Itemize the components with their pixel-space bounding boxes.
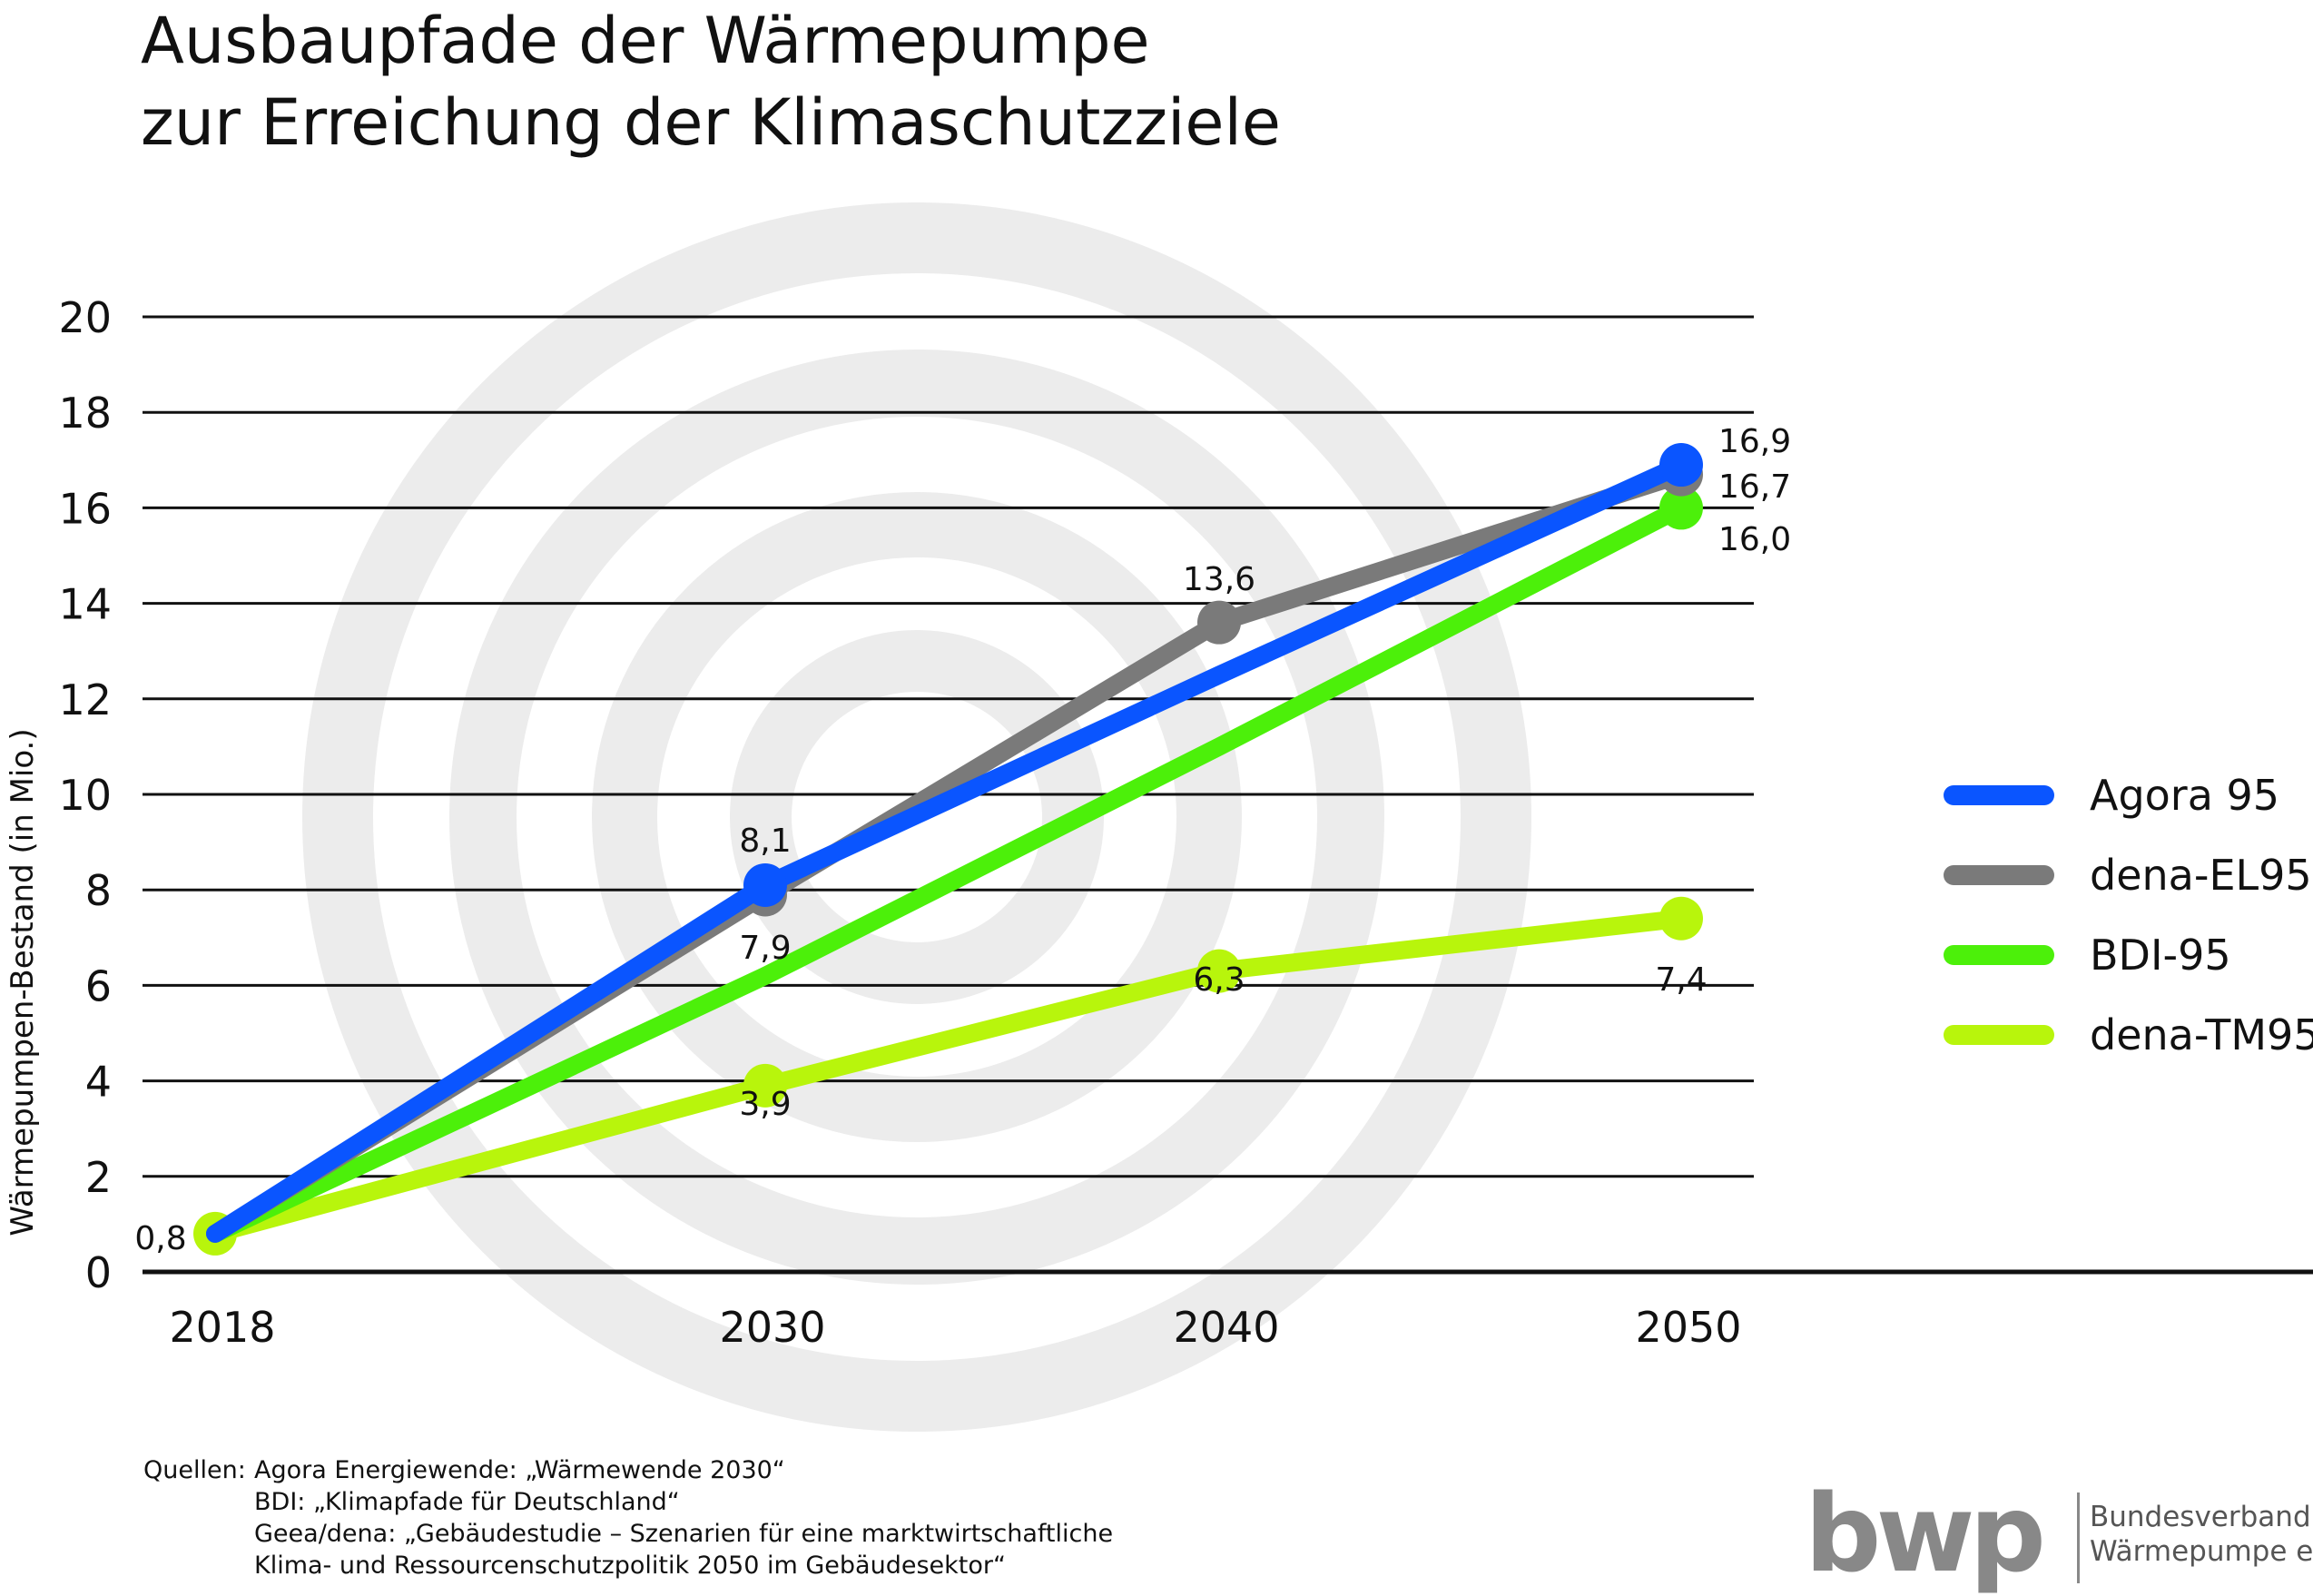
series-line bbox=[206, 909, 1690, 1243]
y-tick-label: 10 bbox=[58, 771, 112, 820]
data-point bbox=[1659, 443, 1703, 488]
x-tick-label: 2050 bbox=[1635, 1303, 1741, 1352]
series-line bbox=[206, 498, 1690, 1243]
data-point bbox=[1197, 600, 1241, 645]
legend-label: BDI-95 bbox=[2090, 931, 2231, 980]
data-label: 3,9 bbox=[739, 1086, 791, 1123]
chart-title: Ausbaupfade der Wärmepumpe zur Erreichun… bbox=[141, 0, 1281, 163]
y-axis-label: Wärmepumpen-Bestand (in Mio.) bbox=[5, 728, 41, 1236]
data-point bbox=[743, 862, 787, 907]
legend-item-dena-tm95: dena-TM95 bbox=[1944, 1010, 2313, 1059]
spiral-ring-1 bbox=[302, 202, 1531, 1432]
legend-item-bdi-95: BDI-95 bbox=[1944, 931, 2231, 980]
sources-note: Quellen: Agora Energiewende: „Wärmewende… bbox=[143, 1454, 1113, 1581]
source-agora: Agora Energiewende: „Wärmewende 2030“ bbox=[254, 1456, 785, 1484]
y-tick-label: 14 bbox=[58, 580, 112, 629]
y-tick-label: 2 bbox=[85, 1153, 112, 1202]
data-point bbox=[1197, 949, 1241, 993]
x-tick-label: 2030 bbox=[719, 1303, 825, 1352]
data-label: 16,0 bbox=[1718, 521, 1791, 558]
series-agora-95 bbox=[206, 443, 1703, 1243]
chart-title-line-2: zur Erreichung der Klimaschutzziele bbox=[141, 85, 1282, 160]
spiral-watermark bbox=[302, 202, 1531, 1432]
series-lines bbox=[193, 443, 1703, 1256]
x-tick-label: 2040 bbox=[1173, 1303, 1279, 1352]
logo-text-line-1: Bundesverband bbox=[2090, 1501, 2311, 1533]
series-line bbox=[206, 456, 1690, 1243]
x-tick-label: 2018 bbox=[169, 1303, 275, 1352]
y-tick-label: 12 bbox=[58, 675, 112, 724]
bwp-logo-mark: bwp bbox=[1805, 1471, 2046, 1596]
logo-divider bbox=[2077, 1493, 2080, 1583]
data-label: 16,7 bbox=[1718, 468, 1791, 506]
legend: Agora 95 dena-EL95 BDI-95 dena-TM95 bbox=[1944, 771, 2313, 1059]
logo-text: Bundesverband Wärmepumpe e.V. bbox=[2090, 1500, 2313, 1569]
spiral-ring-2 bbox=[449, 350, 1384, 1285]
data-label: 6,3 bbox=[1193, 961, 1245, 999]
data-point bbox=[743, 1063, 787, 1108]
data-point bbox=[1659, 486, 1703, 530]
legend-label: dena-TM95 bbox=[2090, 1010, 2313, 1059]
data-label: 16,9 bbox=[1718, 423, 1791, 460]
legend-label: Agora 95 bbox=[2090, 771, 2279, 820]
y-tick-label: 20 bbox=[58, 293, 112, 342]
y-tick-label: 8 bbox=[85, 866, 112, 915]
legend-item-dena-el95: dena-EL95 bbox=[1944, 851, 2312, 900]
y-tick-label: 4 bbox=[85, 1058, 112, 1107]
data-point bbox=[1659, 896, 1703, 941]
data-label: 13,6 bbox=[1183, 561, 1255, 598]
series-bdi-95 bbox=[206, 486, 1703, 1243]
bwp-logo: bwp Bundesverband Wärmepumpe e.V. bbox=[1805, 1480, 2313, 1591]
legend-label: dena-EL95 bbox=[2090, 851, 2312, 900]
chart-title-line-1: Ausbaupfade der Wärmepumpe bbox=[141, 4, 1150, 78]
y-tick-label: 0 bbox=[85, 1248, 112, 1297]
data-label: 8,1 bbox=[739, 823, 791, 860]
logo-text-line-2: Wärmepumpe e.V. bbox=[2090, 1535, 2313, 1568]
axes: 0 2 4 6 8 10 12 14 16 18 20 2018 2030 2040 2050 Wärmepu… bbox=[5, 293, 2313, 1352]
spiral-ring-3 bbox=[592, 492, 1242, 1142]
y-tick-label: 18 bbox=[58, 389, 112, 438]
source-dena-2: Klima- und Ressourcenschutzpolitik 2050 … bbox=[254, 1552, 1006, 1580]
data-label: 7,9 bbox=[739, 930, 791, 967]
source-bdi: BDI: „Klimapfade für Deutschland“ bbox=[254, 1488, 680, 1516]
data-label: 0,8 bbox=[134, 1220, 186, 1257]
source-dena-1: Geea/dena: „Gebäudestudie – Szenarien fü… bbox=[254, 1520, 1114, 1548]
y-tick-label: 16 bbox=[58, 484, 112, 533]
y-tick-label: 6 bbox=[85, 961, 112, 1010]
data-label: 7,4 bbox=[1655, 961, 1707, 999]
legend-item-agora-95: Agora 95 bbox=[1944, 771, 2279, 820]
sources-lead: Quellen: bbox=[143, 1456, 246, 1484]
data-labels: 8,1 16,9 7,9 13,6 16,7 16,0 0,8 3,9 6,3 7,4 bbox=[134, 423, 1791, 1257]
